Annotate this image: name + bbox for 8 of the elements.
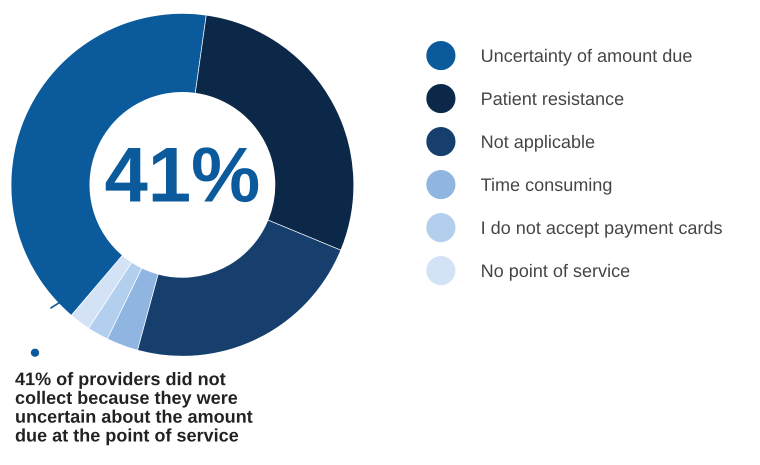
- legend-label: Uncertainty of amount due: [482, 48, 692, 66]
- legend-label: No point of service: [482, 264, 630, 281]
- legend-label: I do not accept payment cards: [482, 220, 722, 238]
- text: 41%: [106, 147, 258, 202]
- text: 41% of providers did not collect because they were uncertain about the amount due at the point of service: [15, 372, 253, 446]
- legend-label: Time consuming: [481, 178, 612, 195]
- legend-label: Patient resistance: [482, 92, 624, 106]
- legend-label: Not applicable: [482, 134, 594, 152]
